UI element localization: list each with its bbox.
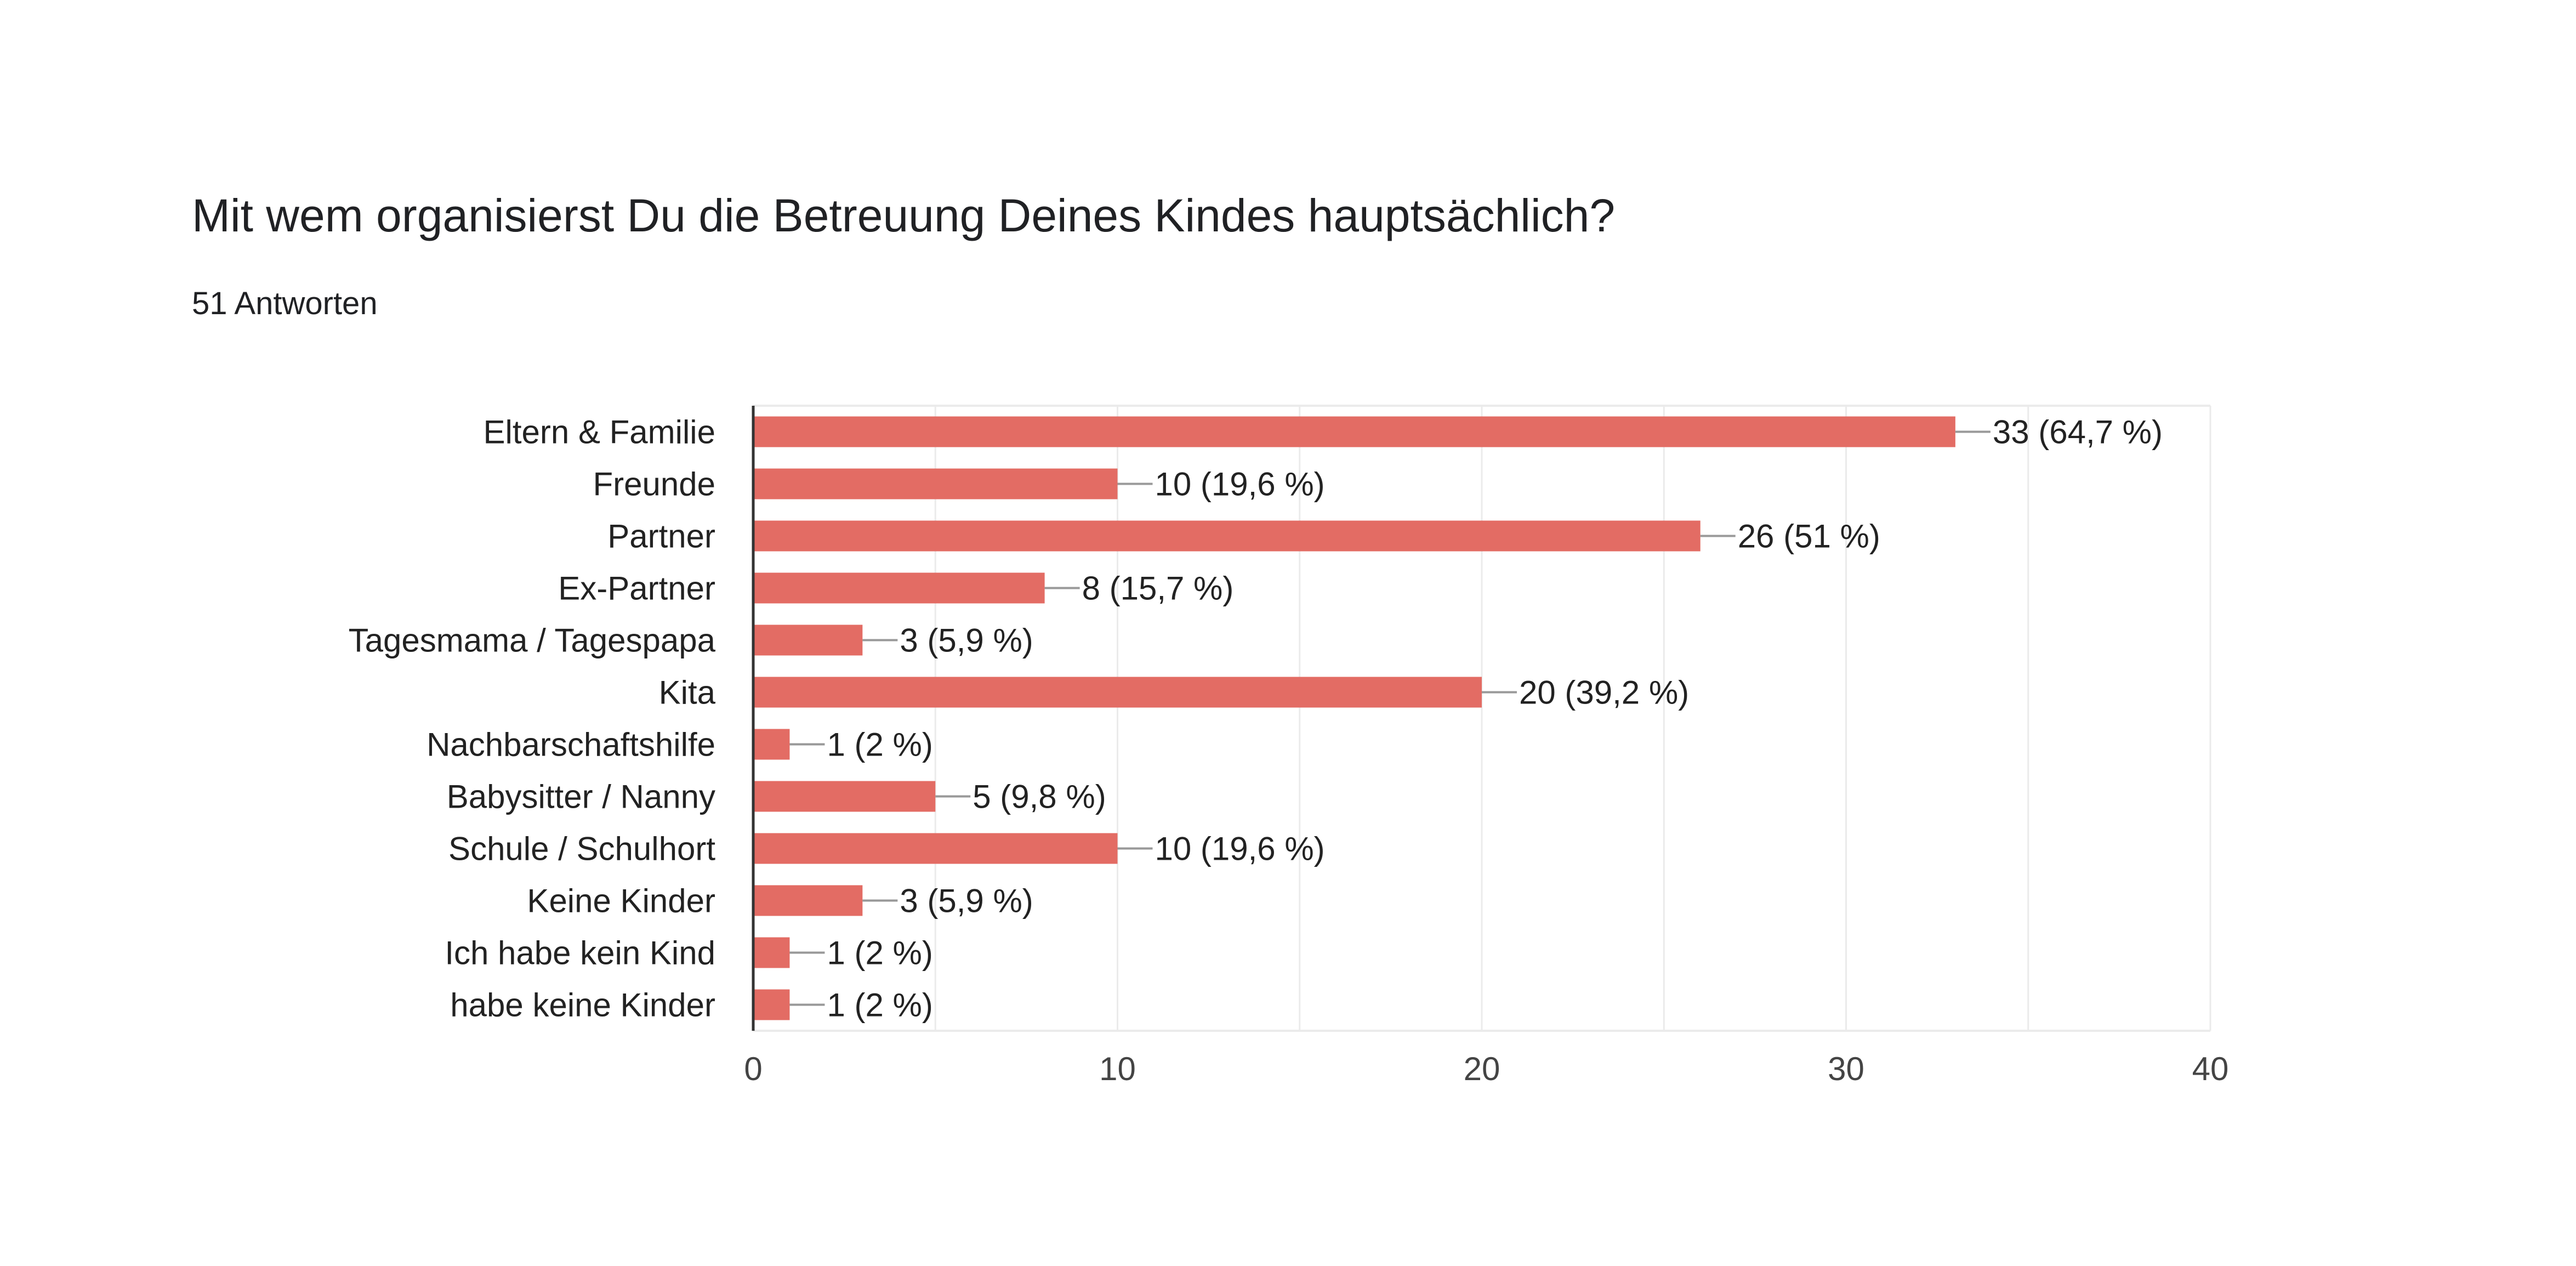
category-label: Kita bbox=[659, 674, 716, 711]
x-tick-label: 10 bbox=[1099, 1051, 1136, 1087]
bar bbox=[753, 833, 1118, 864]
category-label: Babysitter / Nanny bbox=[447, 779, 715, 815]
category-label: Eltern & Familie bbox=[484, 414, 715, 451]
bar bbox=[753, 937, 790, 968]
question-title: Mit wem organisierst Du die Betreuung De… bbox=[192, 190, 1616, 241]
category-label: Partner bbox=[607, 518, 715, 555]
bar bbox=[753, 781, 936, 812]
category-label: habe keine Kinder bbox=[450, 987, 715, 1024]
data-label: 3 (5,9 %) bbox=[900, 883, 1033, 919]
data-label: 3 (5,9 %) bbox=[900, 622, 1033, 659]
data-label: 1 (2 %) bbox=[827, 935, 932, 972]
x-tick-label: 40 bbox=[2192, 1051, 2229, 1087]
bar bbox=[753, 677, 1482, 708]
category-label: Keine Kinder bbox=[527, 883, 715, 919]
bar bbox=[753, 989, 790, 1020]
category-label: Ich habe kein Kind bbox=[445, 935, 715, 972]
category-label: Tagesmama / Tagespapa bbox=[349, 622, 716, 659]
data-label: 1 (2 %) bbox=[827, 726, 932, 763]
category-label: Freunde bbox=[593, 466, 715, 503]
data-label: 33 (64,7 %) bbox=[1993, 414, 2163, 451]
data-label: 10 (19,6 %) bbox=[1155, 466, 1325, 503]
data-label: 8 (15,7 %) bbox=[1082, 570, 1234, 607]
data-label: 5 (9,8 %) bbox=[973, 779, 1106, 815]
data-label: 20 (39,2 %) bbox=[1519, 674, 1689, 711]
category-label: Ex-Partner bbox=[558, 570, 715, 607]
bar bbox=[753, 729, 790, 760]
x-tick-label: 20 bbox=[1464, 1051, 1500, 1087]
x-tick-label: 0 bbox=[744, 1051, 762, 1087]
bar bbox=[753, 520, 1701, 552]
category-label: Nachbarschaftshilfe bbox=[427, 726, 715, 763]
response-count: 51 Antworten bbox=[192, 286, 378, 321]
bar bbox=[753, 572, 1045, 604]
data-label: 26 (51 %) bbox=[1738, 518, 1880, 555]
bar bbox=[753, 625, 863, 656]
bar bbox=[753, 468, 1118, 499]
bar bbox=[753, 416, 1955, 447]
bar bbox=[753, 885, 863, 916]
category-label: Schule / Schulhort bbox=[448, 831, 715, 867]
data-label: 10 (19,6 %) bbox=[1155, 831, 1325, 867]
data-label: 1 (2 %) bbox=[827, 987, 932, 1024]
x-tick-label: 30 bbox=[1828, 1051, 1864, 1087]
